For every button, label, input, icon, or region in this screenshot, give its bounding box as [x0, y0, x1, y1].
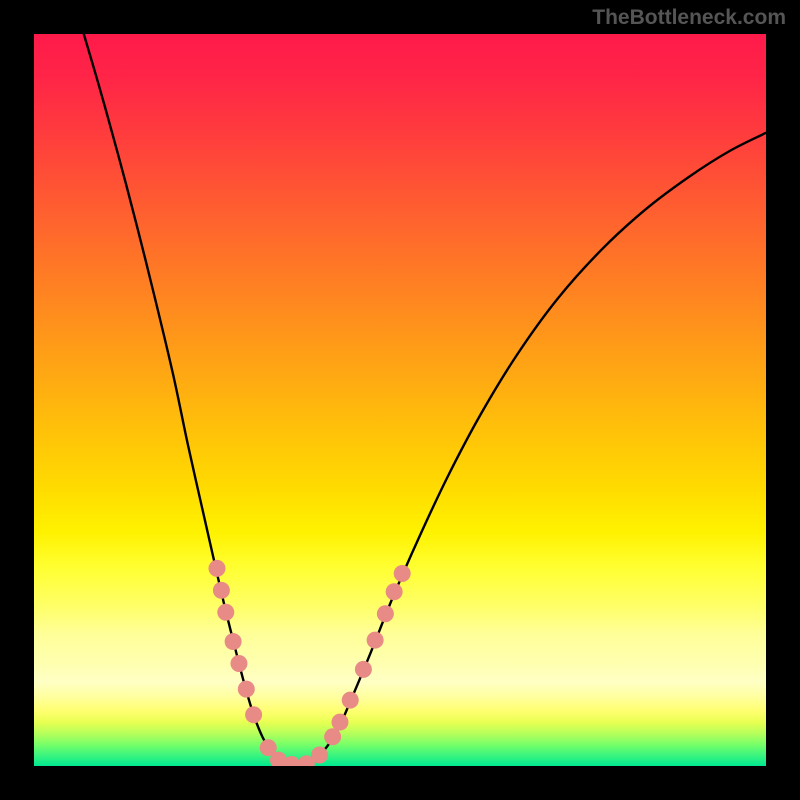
data-marker	[355, 661, 372, 678]
data-marker	[331, 714, 348, 731]
data-marker	[386, 583, 403, 600]
data-marker	[213, 582, 230, 599]
plot-area	[34, 34, 766, 766]
data-marker	[367, 632, 384, 649]
data-marker	[245, 706, 262, 723]
data-marker	[342, 692, 359, 709]
data-marker	[230, 655, 247, 672]
data-marker	[394, 565, 411, 582]
data-marker	[324, 728, 341, 745]
data-marker	[217, 604, 234, 621]
data-marker	[377, 605, 394, 622]
marker-group	[209, 560, 411, 766]
watermark-text: TheBottleneck.com	[592, 6, 786, 30]
data-marker	[238, 681, 255, 698]
data-marker	[225, 633, 242, 650]
chart-svg	[34, 34, 766, 766]
bottleneck-curve	[84, 34, 766, 766]
data-marker	[209, 560, 226, 577]
data-marker	[311, 747, 328, 764]
